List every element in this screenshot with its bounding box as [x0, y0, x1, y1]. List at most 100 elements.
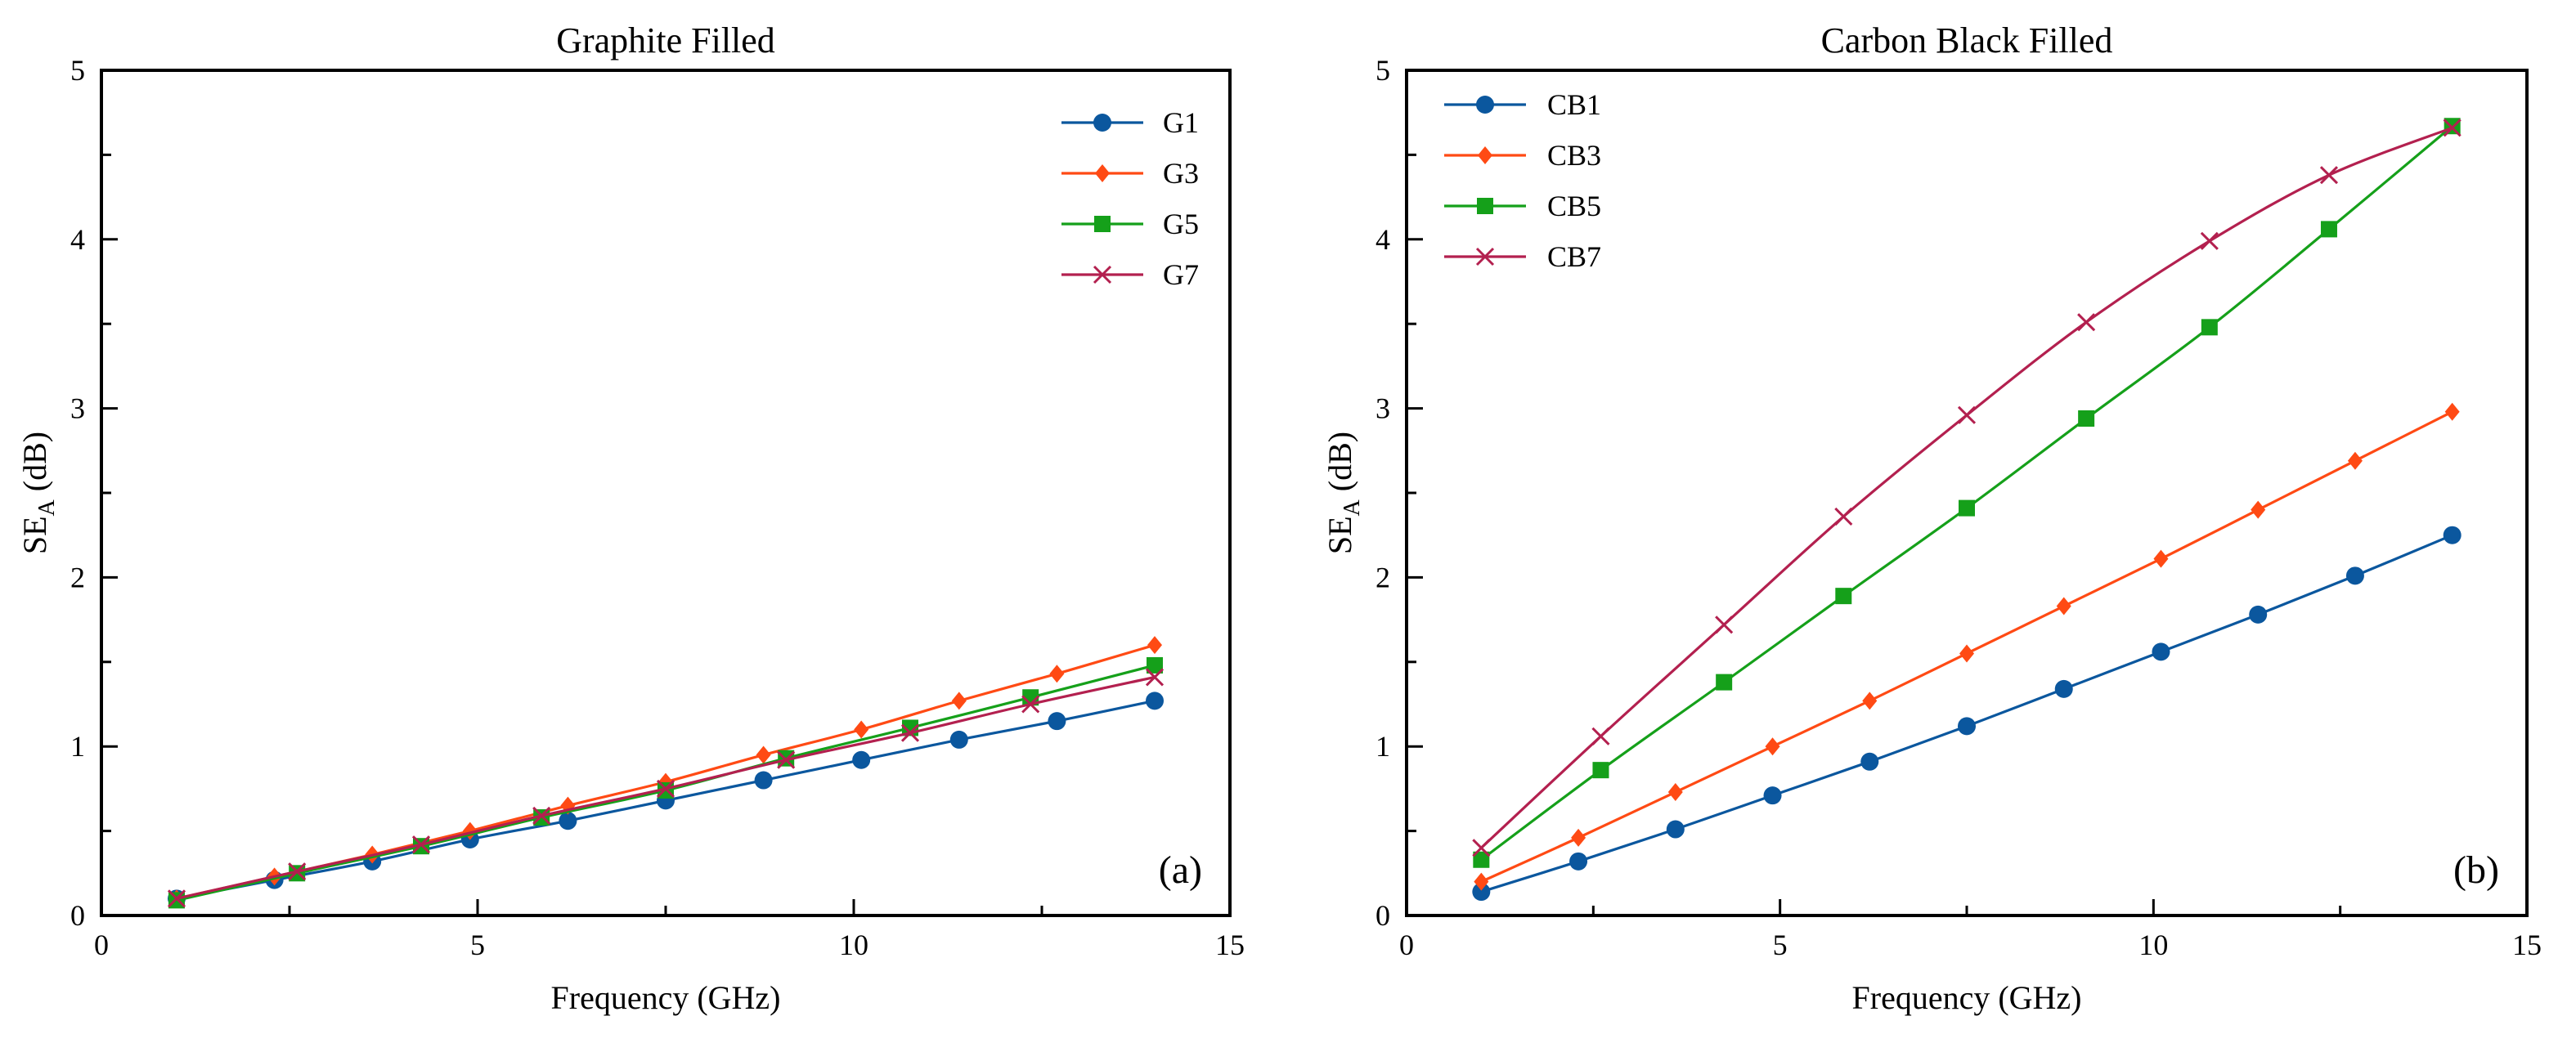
data-point-x [1475, 247, 1495, 266]
data-point-diamond [2153, 549, 2169, 568]
data-point-circle [1476, 96, 1494, 114]
data-point-x [1715, 616, 1734, 634]
data-point-x [1093, 265, 1112, 284]
data-point-square [2320, 221, 2337, 238]
y-tick-label: 2 [70, 561, 85, 593]
y-axis-label-sub: A [1340, 499, 1365, 516]
data-point-square [2201, 319, 2218, 336]
series-cb7 [1472, 119, 2462, 857]
legend-label: G3 [1163, 157, 1199, 190]
data-point-circle [1666, 820, 1685, 839]
chart-title: Carbon Black Filled [1821, 20, 2113, 60]
series-line [1480, 125, 2453, 862]
legend-item-cb3: CB3 [1444, 139, 1601, 172]
legend-label: CB5 [1547, 190, 1601, 222]
data-point-circle [1093, 114, 1111, 132]
y-tick-label: 5 [70, 54, 85, 87]
series-g1 [168, 692, 1164, 908]
data-point-diamond [1667, 783, 1683, 802]
chart-title: Graphite Filled [556, 20, 775, 60]
x-tick-label: 0 [94, 929, 109, 961]
data-point-x [1957, 405, 1977, 424]
data-point-circle [1048, 712, 1066, 731]
data-point-x [1021, 695, 1040, 714]
data-point-x [167, 889, 186, 908]
y-axis-label-sub: A [34, 499, 60, 516]
data-point-circle [1763, 786, 1782, 805]
data-point-circle [2345, 566, 2364, 585]
data-point-x [2319, 166, 2339, 185]
x-tick-label: 15 [1215, 929, 1245, 961]
x-tick-label: 15 [2512, 929, 2542, 961]
data-point-x [1472, 839, 1491, 857]
data-point-x [411, 835, 431, 854]
x-axis-label: Frequency (GHz) [1852, 979, 2082, 1016]
data-point-square [1473, 851, 1490, 868]
data-point-square [1592, 762, 1609, 779]
chart-panel-b: Carbon Black Filled 0 5 10 15 0 1 2 3 4 5 Frequency… [1322, 20, 2542, 1016]
legend-item-g5: G5 [1061, 208, 1199, 240]
series-line [1480, 126, 2453, 849]
data-point-circle [2054, 679, 2073, 698]
legend-item-g3: G3 [1061, 157, 1199, 190]
y-tick-label: 2 [1376, 561, 1390, 593]
data-point-diamond [1959, 644, 1974, 663]
y-tick-label: 4 [1376, 223, 1390, 256]
data-point-square [1477, 198, 1493, 214]
data-point-square [1147, 656, 1163, 674]
data-point-x [2443, 119, 2462, 137]
data-point-circle [754, 771, 773, 790]
data-point-circle [949, 730, 968, 749]
data-point-x [656, 779, 675, 798]
legend-item-cb7: CB7 [1444, 240, 1601, 273]
data-point-diamond [1049, 665, 1065, 683]
data-point-square [1716, 674, 1733, 691]
y-axis-label-main: SE [16, 516, 53, 554]
data-point-x [1834, 507, 1853, 526]
y-tick-label: 0 [70, 899, 85, 932]
y-axis-label: SEA (dB) [16, 432, 60, 554]
data-point-x [1591, 727, 1610, 745]
x-tick-label: 5 [1773, 929, 1788, 961]
data-point-x [900, 723, 920, 742]
series-g7 [167, 668, 1165, 908]
panel-label: (a) [1159, 848, 1202, 892]
legend-label: CB1 [1547, 88, 1601, 121]
data-point-circle [1472, 883, 1491, 902]
data-point-square [1835, 588, 1852, 605]
data-point-x [777, 750, 796, 769]
y-tick-label: 0 [1376, 899, 1390, 932]
series-line [176, 643, 1156, 900]
y-axis-label-unit: (dB) [16, 432, 53, 499]
data-point-circle [2443, 526, 2462, 544]
legend-item-g7: G7 [1061, 258, 1199, 291]
data-point-diamond [1474, 872, 1489, 891]
y-tick-label: 3 [1376, 392, 1390, 425]
legend-label: G1 [1163, 106, 1199, 139]
data-point-diamond [2056, 597, 2071, 616]
data-point-diamond [1147, 636, 1162, 655]
x-axis-label: Frequency (GHz) [551, 979, 781, 1016]
legend-item-g1: G1 [1061, 106, 1199, 139]
x-tick-label: 0 [1399, 929, 1414, 961]
data-point-diamond [1571, 828, 1586, 847]
data-point-x [288, 862, 307, 881]
y-axis-label-main: SE [1322, 516, 1358, 554]
chart-panel-a: Graphite Filled 0 5 10 15 0 1 2 3 4 5 Frequency (GH… [16, 20, 1245, 1016]
data-point-diamond [854, 720, 869, 739]
data-point-circle [1146, 692, 1164, 710]
data-point-square [1094, 216, 1111, 232]
legend-label: CB7 [1547, 240, 1601, 273]
data-point-square [1959, 499, 1975, 517]
data-point-square [2078, 410, 2095, 427]
y-tick-label: 1 [70, 730, 85, 763]
y-tick-label: 5 [1376, 54, 1390, 87]
data-point-circle [1958, 717, 1976, 736]
data-point-diamond [1478, 146, 1492, 164]
data-point-x [532, 806, 551, 826]
legend-label: CB3 [1547, 139, 1601, 172]
legend-item-cb5: CB5 [1444, 190, 1601, 222]
data-point-diamond [1862, 692, 1878, 710]
legend-label: G7 [1163, 258, 1199, 291]
